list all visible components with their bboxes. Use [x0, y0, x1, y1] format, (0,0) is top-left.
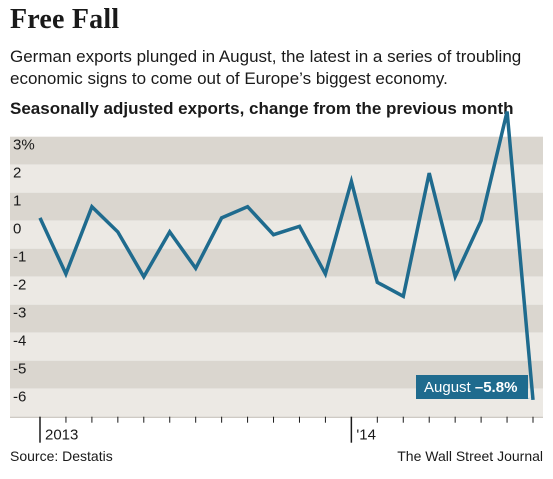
background-band [10, 332, 543, 361]
y-tick-label: -5 [13, 361, 26, 378]
series-line [38, 111, 535, 401]
background-band [10, 276, 543, 305]
callout-month: August [424, 379, 475, 396]
background-bands [10, 136, 543, 417]
chart-subtitle: German exports plunged in August, the la… [10, 47, 522, 88]
chart-title: Free Fall [10, 4, 120, 35]
source-note: Source: Destatis [10, 448, 113, 464]
y-tick-label: -1 [13, 249, 26, 266]
y-tick-label: 2 [13, 165, 21, 182]
y-tick-label: 1 [13, 193, 21, 210]
series-line-group [38, 111, 535, 401]
callout-label: August –5.8% [424, 379, 517, 396]
x-tick-label: '14 [356, 427, 376, 444]
callout-pointer [508, 397, 531, 399]
x-tick-label: 2013 [45, 427, 78, 444]
y-axis-tick-labels: 3% 2 1 0 -1 -2 -3 -4 -5 -6 [13, 137, 35, 406]
y-tick-label: -4 [13, 333, 26, 350]
background-band [10, 164, 543, 193]
background-band [10, 192, 543, 221]
chart-measure-label: Seasonally adjusted exports, change from… [10, 99, 514, 118]
publisher-credit: The Wall Street Journal [397, 448, 543, 464]
annotation-callout: August –5.8% [416, 375, 531, 399]
y-tick-label: -2 [13, 277, 26, 294]
callout-value: –5.8% [475, 379, 518, 396]
callout-box [416, 375, 528, 399]
background-band [10, 136, 543, 165]
y-tick-label: -6 [13, 389, 26, 406]
background-band [10, 304, 543, 333]
y-tick-label: -3 [13, 305, 26, 322]
x-axis: 2013 '14 [10, 416, 543, 444]
y-tick-label: 3% [13, 137, 35, 154]
y-tick-label: 0 [13, 221, 21, 238]
